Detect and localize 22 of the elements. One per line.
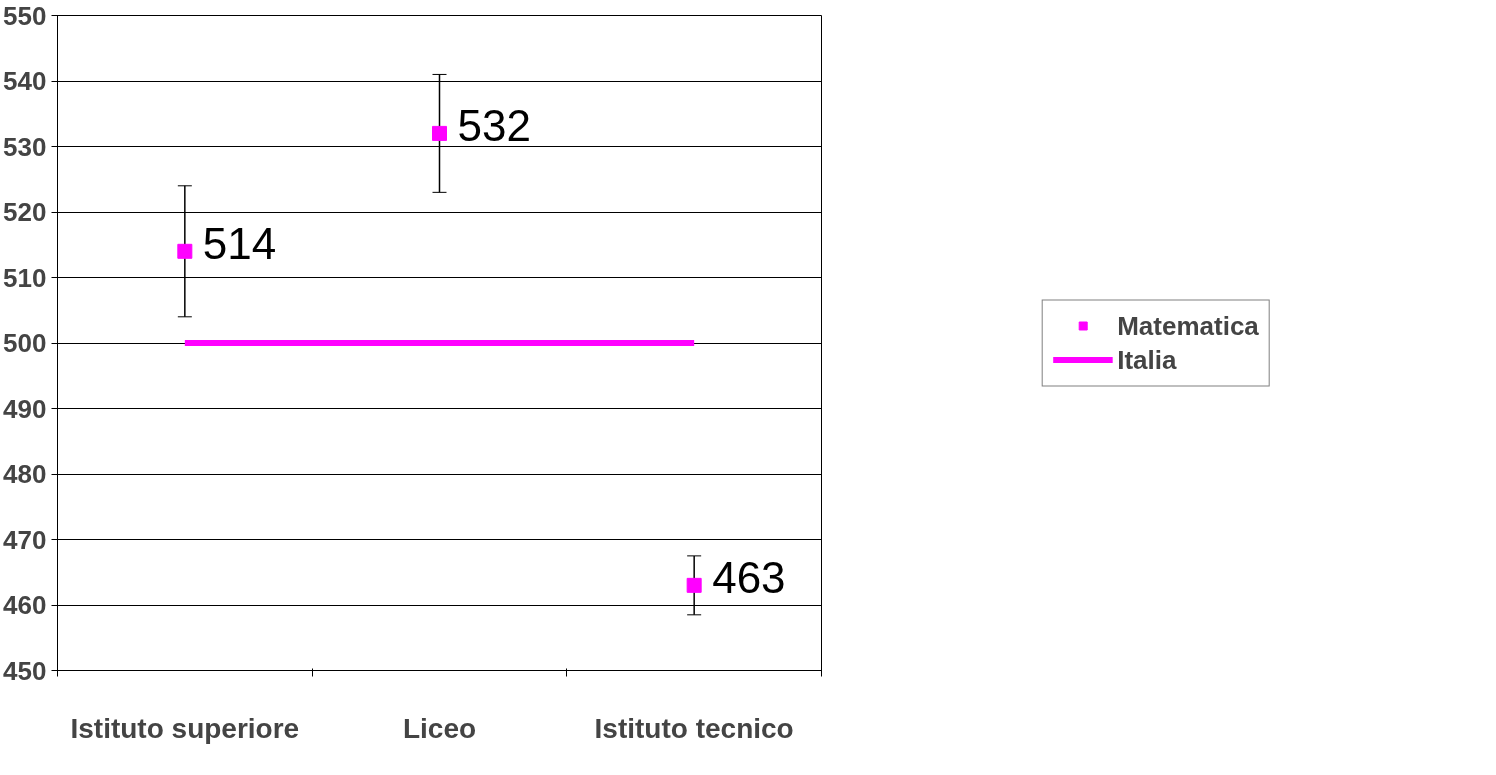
data-label: 514 — [202, 219, 277, 269]
legend-label: Italia — [1117, 344, 1177, 375]
x-tick-label: Istituto superiore — [70, 712, 300, 744]
point — [432, 125, 447, 141]
x-tick-label: Liceo — [402, 712, 477, 744]
y-tick-label: 470 — [3, 524, 47, 555]
y-tick-label: 450 — [3, 655, 47, 686]
y-tick-label: 510 — [3, 262, 47, 293]
point — [177, 243, 193, 259]
data-label: 463 — [712, 553, 786, 603]
data-label: 532 — [457, 101, 531, 151]
y-tick-label: 540 — [3, 66, 47, 96]
y-tick-label: 550 — [3, 0, 47, 31]
y-tick-label: 490 — [3, 393, 47, 424]
y-tick-label: 520 — [3, 197, 47, 227]
y-tick-label: 460 — [3, 590, 47, 620]
x-tick-label: Istituto tecnico — [594, 712, 794, 744]
legend-label: Matematica — [1117, 310, 1259, 341]
point — [686, 577, 702, 593]
y-tick-label: 530 — [3, 131, 47, 162]
y-tick-label: 500 — [3, 328, 47, 358]
y-tick-label: 480 — [3, 459, 47, 489]
